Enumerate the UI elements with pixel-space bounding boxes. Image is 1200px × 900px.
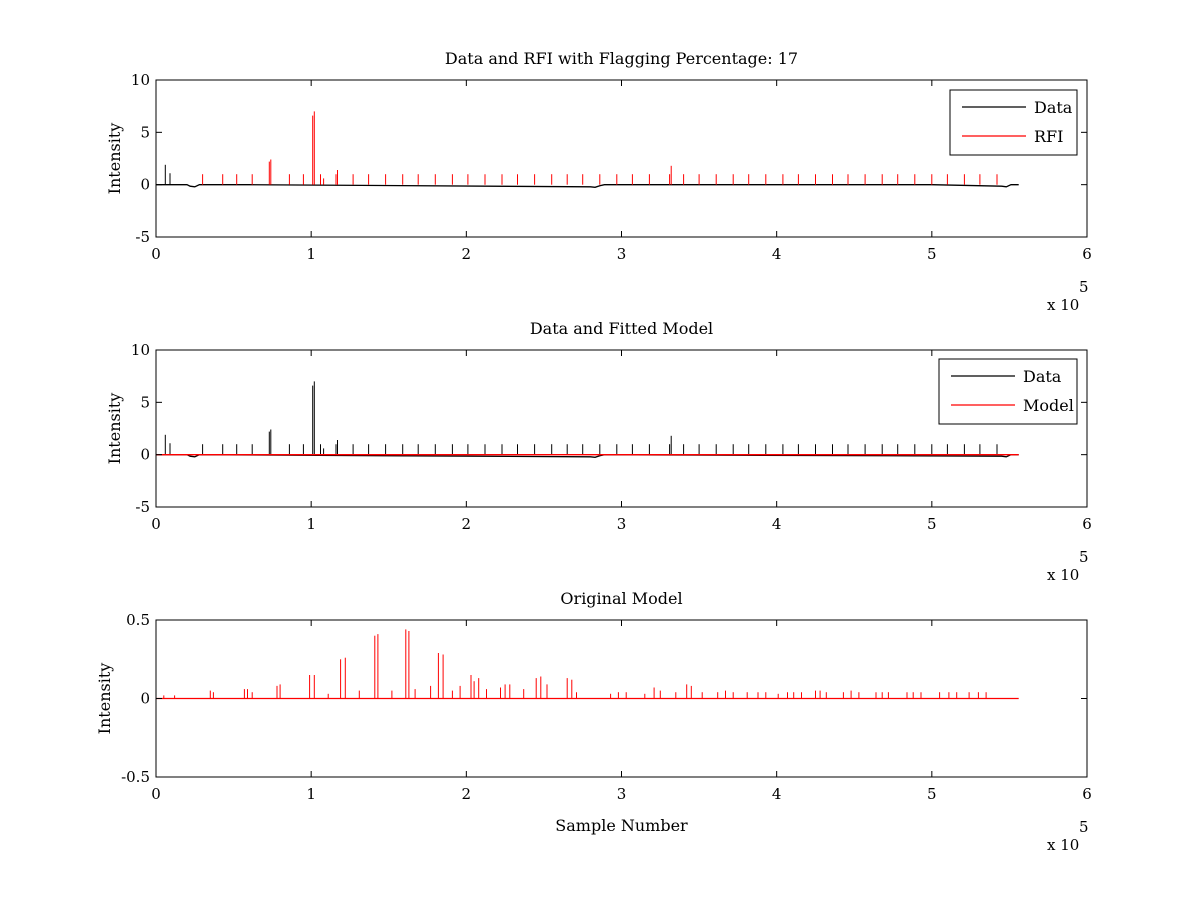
series-data [156,381,1019,458]
series-baseline [156,184,1019,188]
y-tick-label: -5 [135,498,150,516]
x-tick-label: 4 [772,515,782,533]
x-tick-label: 6 [1082,515,1092,533]
plot-area [156,111,1019,188]
series-data [156,164,1019,188]
series-model [156,629,1019,700]
y-tick-label: 10 [131,341,150,359]
x-exponent-label: x 10 [1047,836,1079,854]
chart-title: Data and Fitted Model [530,319,713,338]
y-tick-label: -0.5 [121,768,150,786]
series-rfi [202,111,998,185]
x-tick-label: 1 [306,515,316,533]
x-tick-label: 1 [306,785,316,803]
x-tick-label: 6 [1082,245,1092,263]
x-tick-label: 3 [617,785,627,803]
y-axis-label: Intensity [95,663,114,735]
x-exponent-power: 5 [1079,548,1089,566]
x-tick-label: 5 [927,785,937,803]
plot-area [156,381,1019,458]
x-exponent-label: x 10 [1047,566,1079,584]
y-tick-label: -5 [135,228,150,246]
legend: Data RFI [949,89,1078,156]
plot-area [156,629,1019,700]
y-tick-label: 5 [140,393,150,411]
legend-entry: Data [1034,98,1073,117]
x-tick-label: 0 [151,785,161,803]
y-axis-label: Intensity [105,393,124,465]
y-tick-label: 0 [140,690,150,708]
y-tick-label: 0 [140,176,150,194]
x-exponent-label: x 10 [1047,296,1079,314]
x-tick-label: 5 [927,515,937,533]
x-tick-label: 0 [151,245,161,263]
x-exponent-power: 5 [1079,818,1089,836]
x-tick-label: 2 [462,785,472,803]
y-tick-label: 10 [131,71,150,89]
y-axis-label: Intensity [105,123,124,195]
x-exponent-power: 5 [1079,278,1089,296]
legend-box [949,89,1078,156]
x-tick-label: 1 [306,245,316,263]
legend: Data Model [938,358,1078,425]
y-tick-label: 0.5 [126,611,150,629]
legend-entry: Data [1023,367,1062,386]
x-tick-label: 3 [617,245,627,263]
x-tick-label: 3 [617,515,627,533]
legend-entry: RFI [1034,127,1063,146]
x-axis-label: Sample Number [555,816,688,835]
x-tick-label: 2 [462,245,472,263]
x-tick-label: 4 [772,785,782,803]
x-tick-label: 4 [772,245,782,263]
legend-entry: Model [1023,396,1074,415]
chart-title: Original Model [560,589,682,608]
series-baseline [156,454,1019,458]
x-tick-label: 2 [462,515,472,533]
chart-title: Data and RFI with Flagging Percentage: 1… [445,49,798,68]
y-tick-label: 5 [140,123,150,141]
x-tick-label: 6 [1082,785,1092,803]
y-tick-label: 0 [140,446,150,464]
x-tick-label: 5 [927,245,937,263]
x-tick-label: 0 [151,515,161,533]
legend-box [938,358,1078,425]
